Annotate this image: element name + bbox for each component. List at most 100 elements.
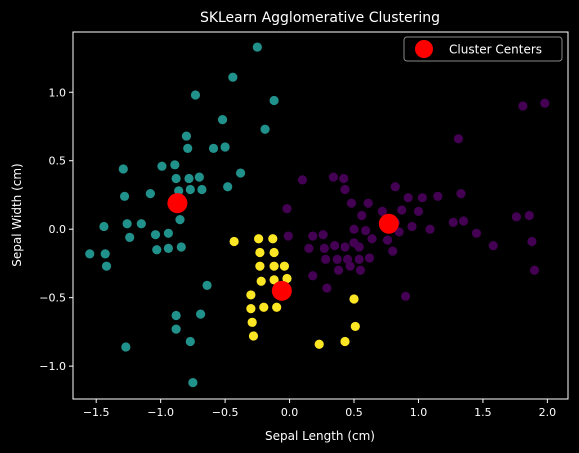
x-tick-label: −1.0 — [147, 406, 174, 419]
data-point-purple — [349, 224, 359, 234]
data-point-purple — [453, 134, 464, 144]
data-point-yellow — [269, 275, 279, 285]
data-point-purple — [413, 206, 424, 216]
data-point-purple — [332, 254, 342, 264]
data-point-purple — [321, 254, 331, 264]
y-tick-label: 0.5 — [49, 155, 67, 168]
data-point-purple — [319, 243, 329, 253]
data-point-yellow — [229, 236, 239, 247]
data-point-teal — [170, 160, 180, 170]
data-points — [85, 42, 550, 388]
data-point-purple — [407, 221, 417, 232]
y-tick-label: 0.0 — [49, 223, 67, 236]
data-point-purple — [354, 254, 364, 264]
data-point-purple — [400, 291, 411, 301]
data-point-yellow — [314, 339, 324, 349]
data-point-teal — [184, 173, 194, 184]
data-point-purple — [318, 230, 328, 240]
data-point-purple — [518, 101, 528, 111]
x-tick-label: 1.0 — [410, 406, 428, 419]
cluster-center — [378, 213, 399, 234]
x-tick-label: 0.0 — [281, 406, 299, 419]
data-point-purple — [529, 265, 540, 275]
data-point-teal — [217, 115, 228, 125]
data-point-purple — [308, 231, 318, 241]
legend: Cluster Centers — [403, 36, 563, 62]
data-point-teal — [157, 161, 167, 171]
data-point-teal — [163, 243, 173, 253]
data-point-purple — [333, 265, 344, 275]
data-point-teal — [171, 173, 181, 184]
data-point-purple — [354, 242, 364, 252]
data-point-purple — [355, 265, 366, 275]
data-point-purple — [425, 224, 435, 234]
x-tick-label: 0.5 — [345, 406, 363, 419]
legend-marker — [415, 40, 433, 58]
data-point-teal — [163, 228, 173, 238]
data-point-teal — [119, 191, 130, 201]
cluster-centers — [167, 193, 399, 301]
y-tick-label: −1.0 — [39, 360, 66, 373]
data-point-teal — [228, 72, 238, 82]
data-point-teal — [176, 242, 186, 252]
data-point-teal — [252, 42, 262, 52]
axis-ticks: −1.5 −1.0 −0.5 0.0 0.5 1.0 1.5 2.0 −1.0 −0.5 0.0 0.… — [39, 86, 556, 419]
chart-title: SKLearn Agglomerative Clustering — [200, 10, 440, 26]
data-point-purple — [346, 198, 357, 208]
data-point-teal — [175, 215, 185, 225]
data-point-purple — [527, 236, 537, 247]
data-point-teal — [196, 309, 206, 319]
data-point-purple — [357, 210, 367, 221]
data-point-yellow — [247, 317, 257, 327]
y-tick-label: −0.5 — [39, 292, 66, 305]
data-point-teal — [118, 164, 128, 174]
data-point-yellow — [255, 261, 265, 271]
data-point-purple — [283, 231, 293, 241]
data-point-teal — [171, 310, 181, 321]
data-point-yellow — [269, 247, 279, 258]
data-point-purple — [488, 241, 498, 251]
data-point-purple — [433, 191, 443, 201]
data-point-purple — [456, 188, 466, 199]
cluster-center — [271, 280, 292, 301]
data-point-teal — [100, 249, 110, 259]
data-point-yellow — [259, 302, 269, 312]
x-tick-label: −0.5 — [212, 406, 239, 419]
data-point-teal — [185, 336, 195, 347]
data-point-yellow — [340, 336, 350, 347]
data-point-teal — [183, 143, 193, 153]
x-axis-label: Sepal Length (cm) — [265, 429, 375, 443]
data-point-purple — [339, 173, 349, 184]
data-point-purple — [308, 271, 318, 281]
data-point-teal — [188, 377, 198, 388]
data-point-yellow — [246, 290, 256, 300]
data-point-yellow — [254, 234, 264, 244]
data-point-purple — [403, 193, 413, 203]
data-point-purple — [397, 205, 407, 215]
plot-frame — [72, 31, 569, 400]
data-point-purple — [417, 193, 427, 203]
data-point-purple — [363, 198, 373, 208]
y-axis-label: Sepal Width (cm) — [10, 163, 24, 266]
data-point-teal — [136, 219, 146, 229]
legend-box — [403, 36, 563, 62]
data-point-yellow — [282, 273, 292, 284]
data-point-teal — [260, 124, 270, 134]
data-point-teal — [197, 184, 207, 195]
data-point-purple — [340, 184, 350, 195]
x-tick-label: 1.5 — [474, 406, 492, 419]
data-point-yellow — [246, 304, 256, 314]
data-point-teal — [208, 143, 219, 153]
data-point-teal — [99, 221, 109, 232]
data-point-teal — [235, 168, 246, 178]
data-point-teal — [223, 182, 233, 192]
data-point-purple — [511, 212, 522, 222]
data-point-teal — [185, 184, 195, 195]
data-point-purple — [330, 241, 340, 251]
data-point-purple — [388, 246, 398, 256]
data-point-purple — [382, 235, 393, 245]
data-point-purple — [390, 182, 400, 192]
data-point-purple — [297, 175, 308, 185]
